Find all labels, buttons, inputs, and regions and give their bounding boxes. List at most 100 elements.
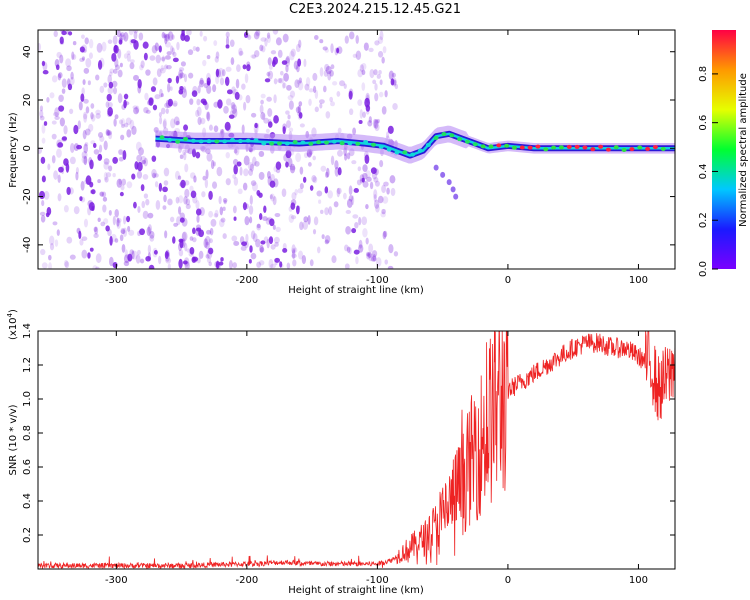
noise-speckle: [169, 216, 175, 223]
noise-speckle: [172, 57, 179, 63]
noise-speckle: [206, 248, 213, 259]
noise-speckle: [295, 43, 301, 53]
noise-speckle: [337, 167, 342, 176]
noise-speckle: [274, 212, 281, 218]
noise-speckle: [163, 33, 167, 38]
noise-speckle: [151, 155, 157, 162]
noise-speckle: [142, 210, 149, 219]
carrier-blob: [504, 143, 510, 148]
noise-speckle: [334, 166, 340, 177]
carrier-blob: [582, 145, 588, 150]
noise-speckle: [299, 221, 304, 231]
noise-speckle: [358, 119, 363, 125]
noise-speckle: [180, 61, 186, 67]
noise-speckle: [344, 153, 348, 161]
noise-speckle: [176, 216, 181, 226]
noise-speckle: [97, 60, 103, 70]
noise-speckle: [106, 129, 111, 136]
carrier-blob: [292, 139, 298, 144]
noise-speckle: [121, 118, 126, 127]
spectrogram-carrier-layer: [155, 125, 675, 200]
noise-speckle: [258, 213, 263, 221]
noise-speckle: [382, 46, 387, 54]
noise-speckle: [89, 159, 94, 170]
noise-speckle: [388, 243, 394, 254]
noise-speckle: [114, 238, 119, 243]
noise-speckle: [383, 181, 389, 187]
noise-speckle: [159, 116, 163, 125]
carrier-blob: [449, 133, 455, 138]
noise-speckle: [386, 131, 390, 139]
noise-speckle: [177, 73, 183, 80]
noise-speckle: [81, 236, 88, 241]
noise-speckle: [119, 62, 123, 68]
noise-speckle: [243, 101, 247, 111]
noise-speckle: [118, 178, 123, 186]
noise-speckle: [231, 104, 237, 114]
noise-speckle: [119, 234, 124, 242]
noise-speckle: [303, 152, 309, 159]
noise-speckle: [373, 189, 378, 200]
noise-speckle: [362, 172, 368, 180]
noise-speckle: [151, 168, 157, 179]
noise-speckle: [365, 237, 369, 245]
noise-speckle: [208, 210, 214, 218]
noise-speckle: [379, 159, 384, 168]
noise-speckle: [355, 256, 359, 265]
noise-speckle: [330, 64, 335, 70]
noise-speckle: [375, 119, 379, 125]
noise-speckle: [170, 118, 176, 129]
x-tick-label: -200: [236, 575, 259, 586]
noise-speckle: [273, 115, 279, 124]
noise-speckle: [215, 68, 220, 78]
noise-speckle: [208, 190, 213, 201]
noise-speckle: [154, 181, 159, 188]
spectrogram-noise-layer: [38, 30, 399, 269]
noise-speckle: [259, 247, 265, 253]
noise-speckle: [381, 184, 387, 194]
noise-speckle: [273, 178, 279, 188]
noise-speckle: [377, 36, 384, 44]
noise-speckle: [208, 261, 212, 267]
noise-speckle: [175, 75, 180, 84]
noise-speckle: [219, 77, 225, 86]
noise-speckle: [83, 98, 89, 104]
noise-speckle: [241, 124, 245, 134]
noise-speckle: [167, 82, 171, 93]
noise-speckle: [333, 201, 339, 208]
noise-speckle: [346, 246, 351, 253]
noise-speckle: [248, 205, 254, 215]
carrier-blob: [175, 139, 181, 144]
carrier-blob: [394, 150, 400, 155]
noise-speckle: [260, 240, 266, 245]
noise-speckle: [85, 128, 91, 136]
noise-speckle: [136, 170, 143, 179]
noise-speckle: [232, 205, 237, 214]
noise-speckle: [147, 100, 153, 106]
noise-speckle: [81, 34, 85, 39]
noise-speckle: [69, 108, 74, 115]
noise-speckle: [365, 203, 369, 210]
noise-speckle: [53, 112, 59, 117]
noise-speckle: [330, 155, 335, 166]
noise-speckle: [123, 31, 129, 42]
noise-speckle: [362, 227, 368, 238]
noise-speckle: [176, 41, 180, 51]
noise-speckle: [172, 51, 177, 58]
noise-speckle: [140, 184, 145, 192]
noise-speckle: [172, 236, 176, 244]
noise-speckle: [192, 45, 197, 52]
noise-speckle: [294, 188, 298, 196]
noise-speckle: [145, 69, 151, 76]
carrier-blob: [488, 144, 494, 149]
noise-speckle: [39, 105, 44, 112]
noise-speckle: [277, 49, 283, 58]
noise-speckle: [256, 223, 261, 229]
carrier-blob: [323, 140, 329, 145]
noise-speckle: [348, 195, 354, 202]
noise-speckle: [256, 189, 261, 197]
noise-speckle: [89, 181, 94, 188]
noise-speckle: [311, 175, 317, 183]
noise-speckle: [362, 181, 369, 188]
